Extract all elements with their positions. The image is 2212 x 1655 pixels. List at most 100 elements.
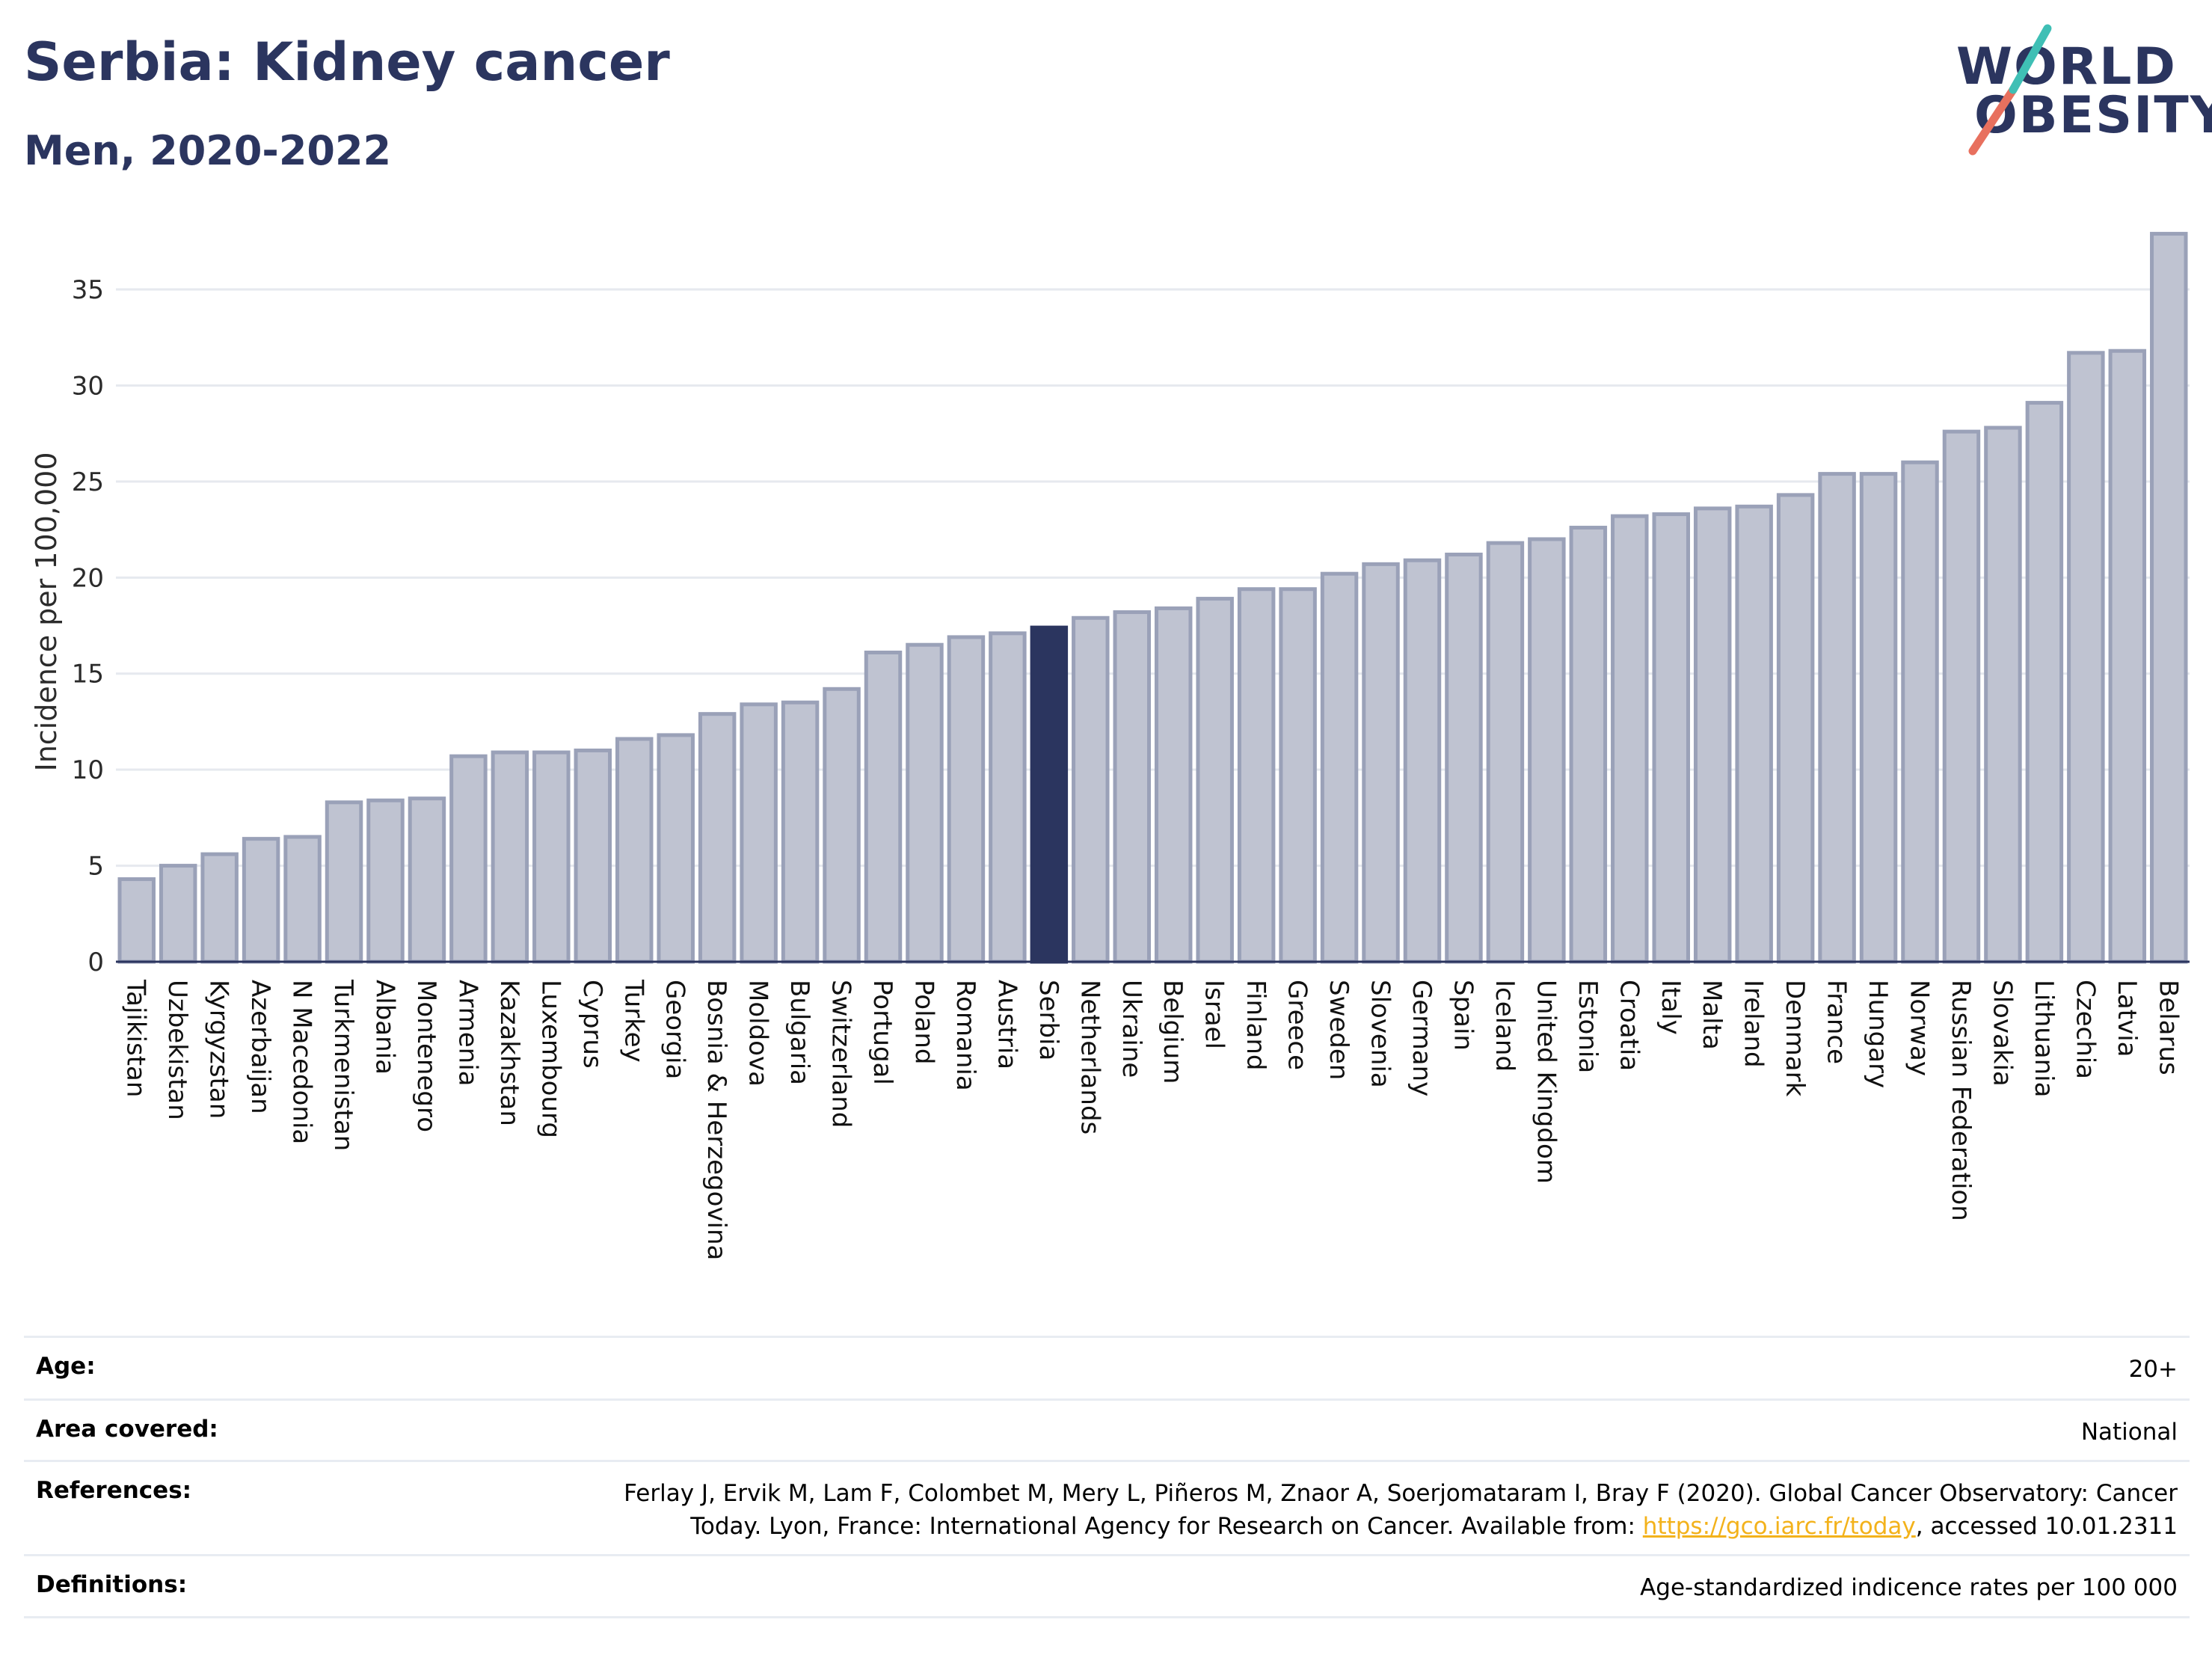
definitions-label: Definitions: (36, 1571, 188, 1598)
bar (2067, 351, 2105, 964)
x-tick-label: Czechia (2070, 980, 2100, 1079)
y-tick-label: 30 (72, 371, 104, 401)
x-tick-label: Russian Federation (1946, 980, 1976, 1221)
x-tick-label: Denmark (1780, 980, 1810, 1097)
x-tick-label: Lithuania (2029, 980, 2059, 1097)
bar (491, 750, 529, 964)
x-tick-label: Uzbekistan (162, 980, 192, 1120)
x-tick-label: Croatia (1614, 980, 1644, 1071)
bar (989, 631, 1027, 964)
x-tick-label: Tajikistan (121, 979, 151, 1097)
x-tick-label: Malta (1697, 980, 1727, 1050)
x-tick-label: Finland (1241, 980, 1271, 1071)
x-tick-label: Kyrgyzstan (204, 980, 234, 1119)
bar (1652, 512, 1690, 964)
bar (781, 700, 820, 964)
footer-row-definitions: Definitions: Age-standardized indicence … (24, 1554, 2190, 1618)
x-tick-label: Bulgaria (784, 980, 814, 1085)
y-tick-label: 5 (87, 852, 104, 882)
x-tick-label: Albania (369, 980, 399, 1075)
x-tick-label: Romania (950, 980, 980, 1091)
x-tick-label: Kazakhstan (494, 980, 524, 1126)
x-tick-label: Turkey (618, 979, 648, 1063)
bar (1859, 472, 1898, 964)
x-tick-label: Slovenia (1365, 980, 1395, 1088)
footer-row-references: References: Ferlay J, Ervik M, Lam F, Co… (24, 1460, 2190, 1554)
definitions-value: Age-standardized indicence rates per 100… (1640, 1574, 2178, 1601)
y-tick-label: 35 (72, 275, 104, 305)
bar (159, 864, 197, 964)
bar (1611, 514, 1649, 964)
x-tick-label: Georgia (660, 980, 690, 1079)
bar (449, 754, 488, 964)
bar (325, 800, 363, 964)
bar (1237, 587, 1276, 964)
x-tick-label: Greece (1282, 980, 1312, 1070)
bar (117, 877, 156, 964)
x-tick-label: Estonia (1573, 980, 1603, 1073)
x-tick-label: Luxembourg (535, 980, 565, 1138)
bar (947, 635, 986, 964)
bar (2108, 348, 2147, 964)
x-tick-label: Azerbaijan (245, 980, 275, 1114)
x-tick-label: N Macedonia (287, 980, 317, 1144)
bar (1735, 504, 1773, 964)
x-tick-label: Serbia (1033, 980, 1063, 1060)
bar (1113, 610, 1152, 964)
bar (1528, 537, 1566, 964)
x-tick-label: Cyprus (577, 980, 607, 1069)
bar (532, 750, 571, 964)
bar (283, 835, 322, 964)
x-tick-label: France (1822, 980, 1852, 1064)
y-tick-label: 0 (87, 948, 104, 977)
bar (1445, 552, 1483, 964)
chart-footer: Age: 20+ Area covered: National Referenc… (24, 1336, 2190, 1618)
x-tick-label: Belarus (2153, 980, 2183, 1075)
bar (1279, 587, 1317, 964)
bar (574, 748, 612, 964)
footer-row-age: Age: 20+ (24, 1336, 2190, 1398)
bar (366, 798, 405, 964)
x-tick-label: Belgium (1158, 980, 1188, 1084)
bar (657, 733, 695, 964)
bar (1693, 506, 1732, 964)
bar (1154, 606, 1193, 964)
bar (615, 737, 654, 964)
x-tick-label: United Kingdom (1531, 980, 1561, 1184)
x-tick-label: Israel (1199, 980, 1229, 1049)
x-tick-label: Netherlands (1075, 980, 1105, 1134)
x-tick-label: Montenegro (411, 980, 441, 1132)
chart-title: Serbia: Kidney cancer (24, 31, 670, 93)
x-tick-label: Armenia (452, 980, 482, 1087)
bar (2150, 232, 2188, 964)
age-value: 20+ (2128, 1356, 2178, 1383)
age-label: Age: (36, 1353, 96, 1380)
bar (740, 702, 778, 964)
x-tick-label: Norway (1905, 980, 1935, 1076)
references-text-2: Today. Lyon, France: International Agenc… (690, 1513, 1643, 1540)
bar (1362, 562, 1400, 964)
footer-row-area: Area covered: National (24, 1398, 2190, 1460)
chart-subtitle: Men, 2020-2022 (24, 127, 392, 174)
bar (1030, 625, 1069, 964)
x-tick-label: Turkmenistan (328, 979, 358, 1151)
y-axis-label: Incidence per 100,000 (30, 452, 63, 771)
bar (698, 712, 737, 964)
x-tick-label: Moldova (743, 980, 773, 1087)
x-tick-label: Iceland (1490, 980, 1520, 1072)
bar (1984, 426, 2022, 964)
references-text-3: , accessed 10.01.2311 (1915, 1513, 2178, 1540)
x-tick-label: Italy (1656, 980, 1686, 1035)
bar (864, 650, 903, 964)
x-tick-label: Ukraine (1116, 980, 1146, 1078)
x-tick-label: Austria (992, 980, 1021, 1069)
bar (2025, 401, 2064, 964)
x-tick-label: Sweden (1324, 980, 1354, 1080)
logo-line-1: WORLD (1956, 37, 2177, 96)
bar (823, 687, 861, 964)
logo-slash-icon (1968, 24, 2052, 156)
x-tick-label: Germany (1407, 980, 1437, 1096)
references-link[interactable]: https://gco.iarc.fr/today (1642, 1513, 1916, 1540)
references-label: References: (36, 1477, 192, 1504)
bar-chart: 0 5 10 15 20 25 30 35 Incidence per 100,000 Tajik… (30, 232, 2190, 1260)
